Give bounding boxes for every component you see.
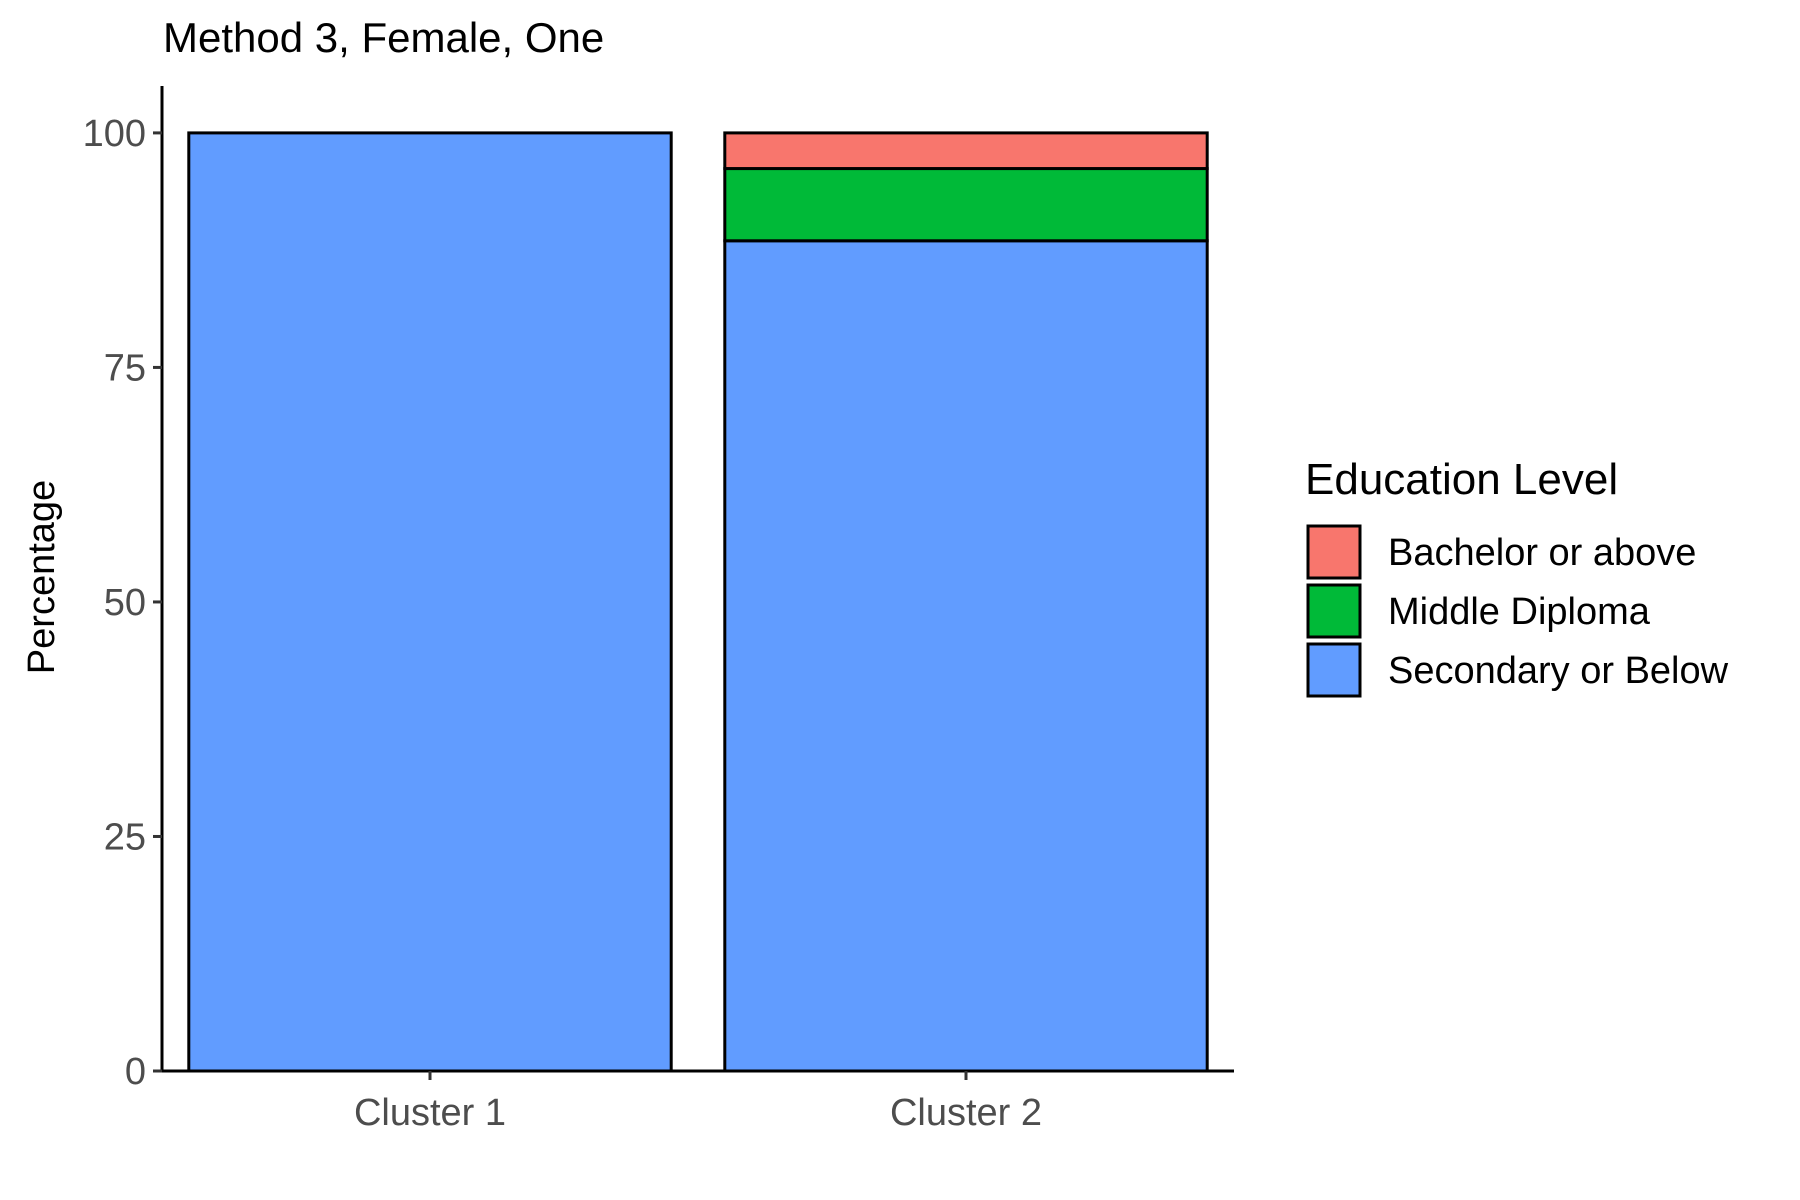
axes-group: 0 25 50 75 100 Cluster 1 Cluster 2 bbox=[83, 86, 1234, 1134]
bar-cluster-2-middle-diploma bbox=[723, 167, 1209, 243]
legend: Education Level Bachelor or above Middle … bbox=[1305, 455, 1729, 698]
legend-title: Education Level bbox=[1305, 455, 1618, 504]
legend-label-bachelor-or-above: Bachelor or above bbox=[1388, 532, 1696, 574]
chart-title: Method 3, Female, One bbox=[163, 14, 604, 61]
y-tick-label-0: 0 bbox=[125, 1051, 146, 1093]
legend-key-middle-diploma bbox=[1306, 583, 1362, 639]
legend-key-bachelor-or-above bbox=[1306, 524, 1362, 580]
bars-group bbox=[187, 131, 1209, 1073]
y-tick-label-50: 50 bbox=[104, 582, 146, 624]
bar-cluster-1-secondary-or-below bbox=[187, 131, 673, 1073]
legend-label-secondary-or-below: Secondary or Below bbox=[1388, 650, 1729, 692]
y-tick-label-25: 25 bbox=[104, 816, 146, 858]
x-tick-label-cluster-2: Cluster 2 bbox=[890, 1092, 1042, 1134]
legend-key-secondary-or-below bbox=[1306, 642, 1362, 698]
y-tick-label-100: 100 bbox=[83, 113, 146, 155]
legend-label-middle-diploma: Middle Diploma bbox=[1388, 591, 1651, 633]
bar-cluster-2-secondary-or-below bbox=[723, 239, 1209, 1073]
y-axis-title: Percentage bbox=[21, 480, 63, 674]
bar-cluster-2-bachelor-or-above bbox=[723, 131, 1209, 171]
x-tick-label-cluster-1: Cluster 1 bbox=[354, 1092, 506, 1134]
y-tick-label-75: 75 bbox=[104, 347, 146, 389]
